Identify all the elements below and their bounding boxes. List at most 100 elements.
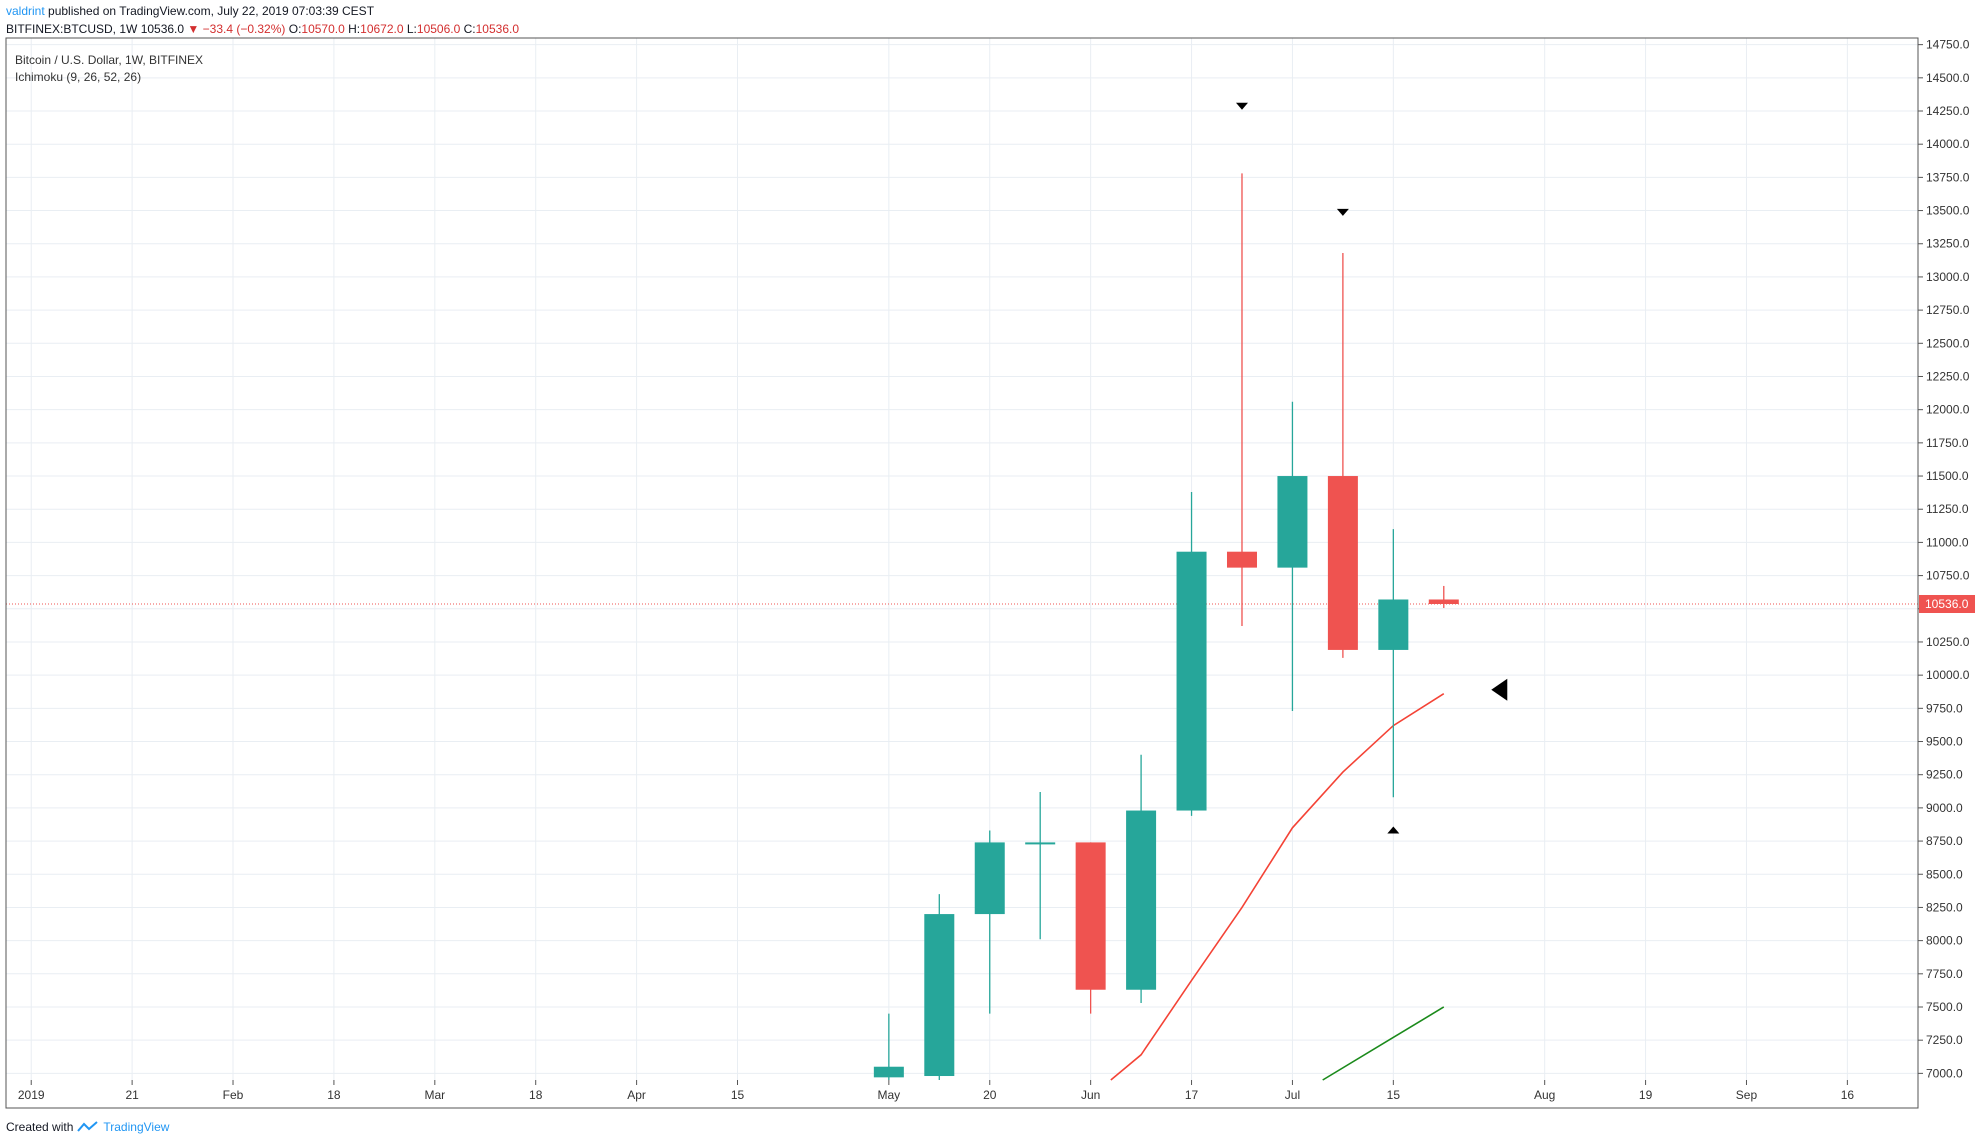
created-with-text: Created with: [6, 1120, 74, 1134]
candle: [1428, 585, 1459, 608]
time-tick-label: 21: [125, 1088, 139, 1102]
price-tick-label: 11500.0: [1926, 469, 1969, 483]
price-tick-label: 13000.0: [1926, 270, 1970, 284]
time-tick-label: Mar: [424, 1088, 445, 1102]
time-tick-label: 16: [1841, 1088, 1855, 1102]
price-tick-label: 11250.0: [1926, 502, 1969, 516]
price-tick-label: 9750.0: [1926, 701, 1963, 715]
candle-body: [1075, 842, 1106, 990]
publish-line: valdrint published on TradingView.com, J…: [6, 4, 374, 18]
price-tick-label: 9250.0: [1926, 768, 1963, 782]
candle: [1327, 253, 1358, 658]
plot-border: [5, 37, 1919, 1109]
time-tick-label: 17: [1185, 1088, 1199, 1102]
price-tick-label: 14000.0: [1926, 137, 1970, 151]
close-value: 10536.0: [475, 22, 520, 36]
time-tick-label: Apr: [627, 1088, 646, 1102]
candles: [873, 173, 1459, 1080]
change-down-icon: ▼: [187, 22, 200, 36]
last-price-value: 10536.0: [140, 22, 185, 36]
price-tick-label: 14750.0: [1926, 38, 1970, 52]
price-tick-label: 12750.0: [1926, 303, 1970, 317]
publisher-name[interactable]: valdrint: [6, 4, 45, 18]
candle: [1277, 401, 1308, 711]
price-tick-label: 7750.0: [1926, 967, 1963, 981]
time-axis[interactable]: 2019 21 Feb 18 Mar 18 Apr 15 May 20 Jun 17 Jul 15 Aug 1…: [18, 1080, 1854, 1102]
symbol-line: BITFINEX:BTCUSD, 1W 10536.0 ▼ −33.4 (−0.…: [6, 22, 519, 36]
candle-body: [924, 914, 955, 1077]
close-label: C:: [463, 22, 476, 36]
published-text: published on TradingView.com, July 22, 2…: [48, 4, 375, 18]
price-tick-label: 7500.0: [1926, 1000, 1963, 1014]
candle-body: [1378, 599, 1409, 650]
time-tick-label: May: [878, 1088, 901, 1102]
change-value: −33.4 (−0.32%): [202, 22, 286, 36]
arrow-up-icon: [1387, 826, 1400, 834]
price-tick-label: 8500.0: [1926, 867, 1963, 881]
candle-body: [1176, 551, 1207, 811]
time-tick-label: 18: [327, 1088, 341, 1102]
price-tick-label: 10250.0: [1926, 635, 1970, 649]
time-tick-label: 18: [529, 1088, 543, 1102]
price-tick-label: 10000.0: [1926, 668, 1970, 682]
candle: [1025, 791, 1056, 940]
price-tick-label: 13250.0: [1926, 237, 1970, 251]
markers: [1235, 102, 1508, 834]
price-tick-label: 11750.0: [1926, 436, 1969, 450]
candle: [1075, 842, 1106, 1014]
price-tick-label: 7250.0: [1926, 1033, 1963, 1047]
price-tick-label: 12500.0: [1926, 336, 1970, 350]
candle-body: [1025, 842, 1056, 845]
candle: [1378, 529, 1409, 798]
price-tick-label: 10750.0: [1926, 569, 1970, 583]
price-tick-label: 9000.0: [1926, 801, 1963, 815]
price-tick-label: 8000.0: [1926, 934, 1963, 948]
footer: Created with TradingView: [6, 1120, 169, 1134]
arrow-down-icon: [1235, 102, 1248, 110]
price-tick-label: 13500.0: [1926, 204, 1970, 218]
candle: [924, 894, 955, 1080]
price-tick-label: 12250.0: [1926, 369, 1970, 383]
high-label: H:: [348, 22, 361, 36]
time-tick-label: Feb: [223, 1088, 244, 1102]
price-axis[interactable]: 7000.0 7250.0 7500.0 7750.0 8000.0 8250.0 8500…: [1918, 38, 1970, 1081]
legend-indicator: Ichimoku (9, 26, 52, 26): [15, 70, 141, 84]
candle: [1126, 754, 1157, 1004]
price-tick-label: 12000.0: [1926, 403, 1970, 417]
price-tick-label: 7000.0: [1926, 1066, 1963, 1080]
arrow-left-icon: [1491, 678, 1508, 701]
low-label: L:: [406, 22, 417, 36]
candle: [974, 830, 1005, 1014]
tradingview-brand[interactable]: TradingView: [103, 1120, 170, 1134]
price-tick-label: 14250.0: [1926, 104, 1970, 118]
indicator-line: [1322, 1006, 1445, 1081]
open-label: O:: [288, 22, 302, 36]
tradingview-logo-icon: [77, 1121, 99, 1132]
price-tick-label: 9500.0: [1926, 735, 1963, 749]
last-price-tag: [1919, 594, 1975, 613]
time-tick-label: 15: [1387, 1088, 1401, 1102]
price-tick-label: 11000.0: [1926, 535, 1969, 549]
candle-body: [1126, 810, 1157, 990]
time-tick-label: Aug: [1534, 1088, 1555, 1102]
chart-grid: [6, 38, 1918, 1080]
symbol-label: BITFINEX:BTCUSD, 1W: [6, 22, 138, 36]
high-value: 10672.0: [360, 22, 404, 36]
time-tick-label: 2019: [18, 1088, 45, 1102]
candle-body: [1277, 476, 1308, 568]
candle: [873, 1013, 904, 1080]
arrow-down-icon: [1336, 208, 1349, 216]
price-tick-label: 8250.0: [1926, 900, 1963, 914]
candle-body: [873, 1066, 904, 1078]
legend-title: Bitcoin / U.S. Dollar, 1W, BITFINEX: [15, 53, 203, 67]
candle-body: [1428, 599, 1459, 604]
price-tick-label: 13750.0: [1926, 170, 1970, 184]
time-tick-label: 20: [983, 1088, 997, 1102]
candle-body: [974, 842, 1005, 915]
time-tick-label: 19: [1639, 1088, 1653, 1102]
indicator-line: [1110, 693, 1445, 1081]
price-tick-label: 8750.0: [1926, 834, 1963, 848]
time-tick-label: 15: [731, 1088, 745, 1102]
candle: [1226, 173, 1257, 627]
